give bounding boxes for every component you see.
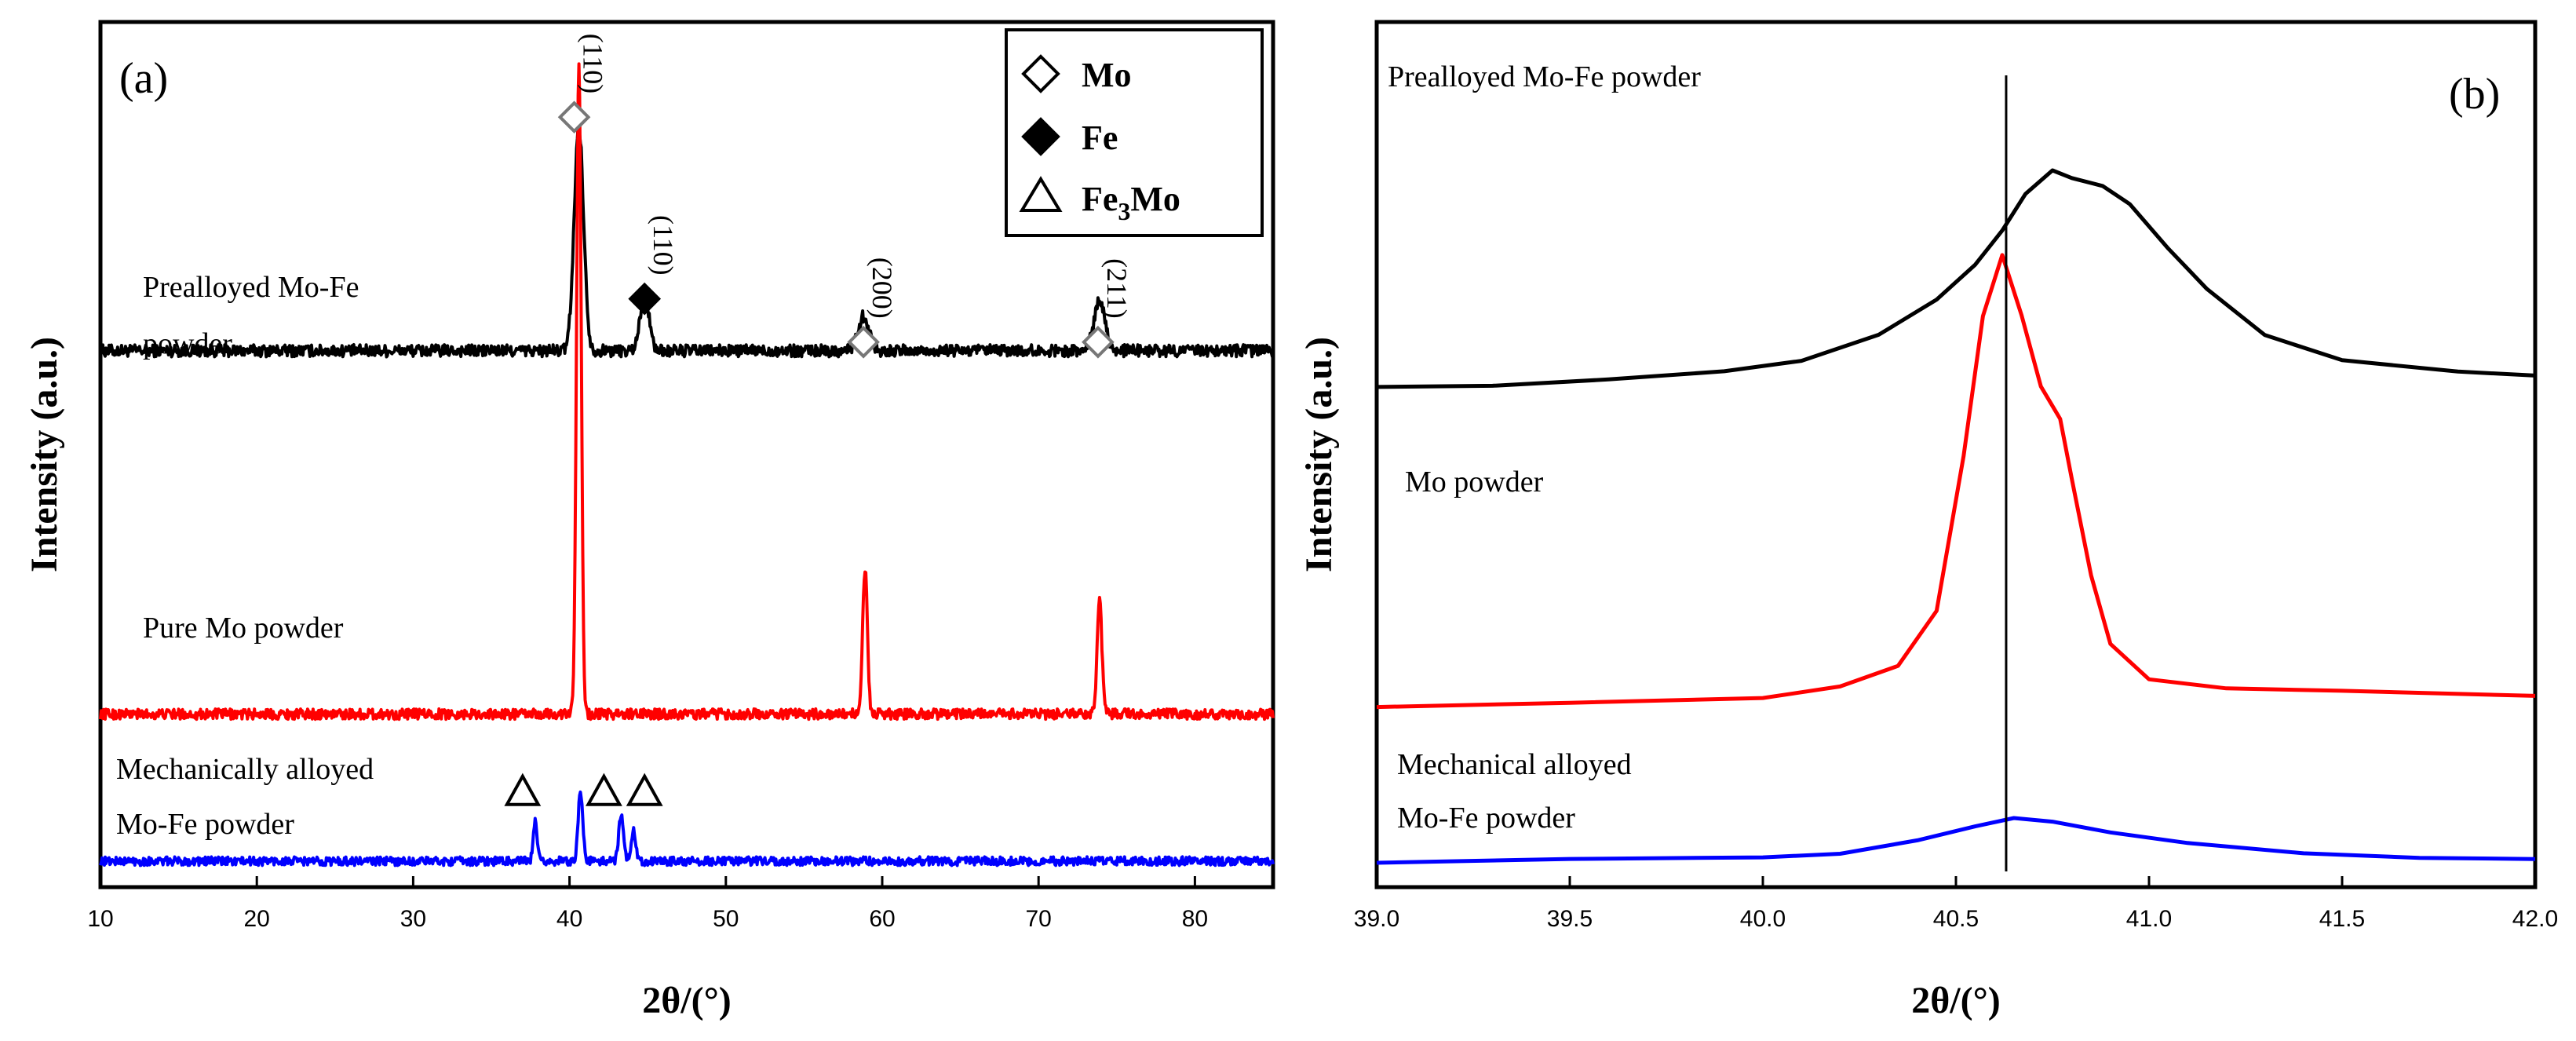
- x-tick-label: 39.5: [1547, 906, 1593, 932]
- mo-peak-marker: [847, 325, 880, 359]
- legend-entry-mo: Mo: [1021, 54, 1132, 94]
- panel-a-frame: [98, 20, 1275, 889]
- x-tick-label: 42.0: [2512, 906, 2558, 932]
- series-line-b-1: [1376, 253, 2536, 710]
- series-line-b-0: [1376, 168, 2536, 389]
- label-b-mo: Mo powder: [1405, 466, 1544, 499]
- x-tick-label: 40.5: [1933, 906, 1979, 932]
- mo-peak-marker: [557, 100, 591, 134]
- open-diamond-icon: [1021, 54, 1060, 93]
- legend-entry-fe3mo: Fe3Mo: [1019, 176, 1180, 225]
- x-tick-label: 40.0: [1740, 906, 1786, 932]
- panel-a-series: [99, 62, 1275, 868]
- legend-label-fe3mo: Fe3Mo: [1082, 180, 1180, 225]
- x-tick-label: 39.0: [1354, 906, 1399, 932]
- hkl-label: (200): [867, 258, 898, 319]
- x-tick-label: 70: [1026, 906, 1052, 932]
- mo-peak-marker: [1082, 325, 1115, 359]
- hkl-label: (211): [1101, 258, 1133, 319]
- label-a-pure-mo: Pure Mo powder: [143, 612, 344, 645]
- x-tick-label: 50: [713, 906, 739, 932]
- panel-b-x-label: 2θ/(°): [1911, 980, 2001, 1021]
- legend-label-fe: Fe: [1082, 119, 1118, 157]
- label-b-mechanical-alloyed: Mechanical alloyed Mo-Fe powder: [1397, 748, 1639, 835]
- fe3mo-peak-marker: [626, 773, 663, 806]
- panel-a-peak-markers: (110) (110) (200) (211): [504, 34, 1133, 806]
- panel-b: (b) 39.0 39.5 40.0 40.5 41.0 41.5 42.0 Preallo…: [1298, 20, 2558, 1021]
- x-tick-label: 41.5: [2319, 906, 2365, 932]
- legend: Mo Fe Fe3Mo: [1005, 28, 1264, 237]
- series-line-a-0: [99, 124, 1275, 359]
- hkl-label: (110): [578, 34, 609, 94]
- series-line-b-2: [1376, 816, 2536, 865]
- series-line-a-1: [99, 62, 1275, 721]
- x-tick-label: 41.0: [2126, 906, 2172, 932]
- open-triangle-icon: [1019, 176, 1063, 212]
- legend-entry-fe: Fe: [1021, 117, 1118, 157]
- panel-a: (a) (110) (110) (200) (211) 10 20 30 40 50 60 70 8…: [24, 20, 1275, 1021]
- label-a-mechanically-alloyed: Mechanically alloyed Mo-Fe powder: [116, 753, 381, 841]
- panel-b-series: [1376, 75, 2536, 871]
- x-tick-label: 60: [869, 906, 895, 932]
- panel-a-tag: (a): [119, 54, 168, 103]
- panel-a-y-label: Intensity (a.u.): [24, 337, 65, 572]
- panel-a-x-label: 2θ/(°): [642, 980, 732, 1021]
- fe3mo-peak-marker: [504, 773, 542, 806]
- panel-b-y-label: Intensity (a.u.): [1298, 337, 1340, 572]
- panel-b-tag: (b): [2449, 70, 2500, 119]
- x-tick-label: 20: [244, 906, 270, 932]
- panel-b-x-axis: 39.0 39.5 40.0 40.5 41.0 41.5 42.0: [1354, 876, 2558, 932]
- x-tick-label: 10: [87, 906, 113, 932]
- legend-label-mo: Mo: [1082, 56, 1132, 94]
- label-b-prealloyed: Prealloyed Mo-Fe powder: [1388, 60, 1701, 93]
- hkl-label: (110): [648, 215, 679, 276]
- x-tick-label: 40: [556, 906, 582, 932]
- x-tick-label: 30: [400, 906, 426, 932]
- filled-diamond-icon: [1021, 117, 1060, 156]
- fe-peak-marker: [628, 282, 662, 316]
- x-tick-label: 80: [1182, 906, 1208, 932]
- label-a-prealloyed: Prealloyed Mo-Fe powder: [143, 271, 367, 360]
- fe3mo-peak-marker: [586, 773, 622, 806]
- panel-a-x-axis: 10 20 30 40 50 60 70 80: [87, 876, 1208, 932]
- series-line-a-2: [99, 790, 1275, 868]
